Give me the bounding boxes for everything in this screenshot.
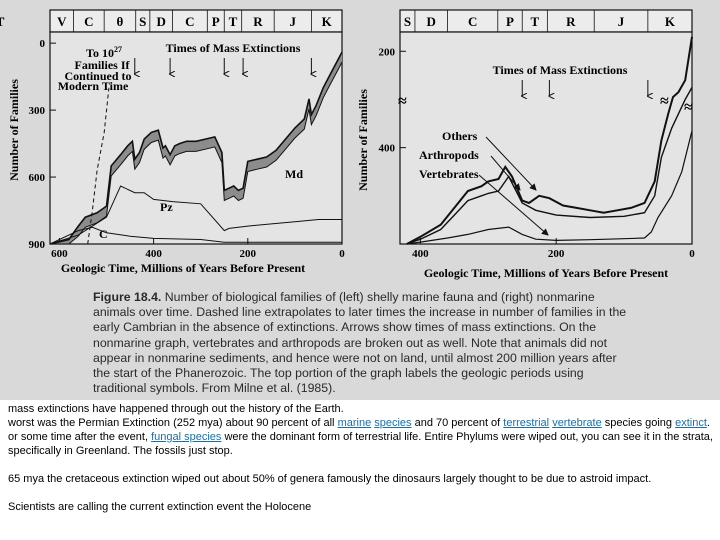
right-y-tick-label: 400 — [379, 143, 396, 155]
notes-block: mass extinctions have happened through o… — [8, 402, 716, 514]
note-text: and 70 percent of — [411, 417, 504, 429]
left-period-bar — [49, 9, 343, 33]
right-pointer-vertebrates — [478, 174, 549, 236]
left-y-axis-label: Number of Families — [7, 79, 21, 181]
right-period-label: K — [665, 14, 676, 29]
left-x-tick-label: 400 — [145, 248, 162, 260]
left-annotation-line2: Families If — [75, 58, 131, 72]
right-x-tick-label: 0 — [689, 248, 695, 260]
left-y-tick-label: 300 — [29, 105, 46, 117]
left-band-label-c: C — [99, 227, 108, 241]
left-period-label: P — [212, 14, 220, 29]
left-series-extrapolation — [87, 87, 110, 245]
right-plot-frame — [399, 31, 693, 245]
right-pointer-others — [485, 136, 537, 191]
right-period-label: R — [566, 14, 576, 29]
note-text: or some time after the event, — [8, 431, 152, 443]
left-mass-extinctions-title: Times of Mass Extinctions — [166, 41, 301, 55]
link-terrestrial[interactable]: terrestrial — [503, 417, 550, 429]
left-x-tick-label: 200 — [240, 248, 257, 260]
right-series-break-mark-1: ≈ — [660, 93, 669, 110]
left-series-paleozoic — [49, 185, 342, 245]
caption-figure-label: Figure 18.4. — [93, 290, 162, 304]
note-line-4: 65 mya the cretaceous extinction wiped o… — [8, 473, 652, 485]
right-y-axis-label: Number of Families — [356, 89, 370, 191]
right-mass-extinctions-title: Times of Mass Extinctions — [493, 63, 628, 77]
note-text: were the dominant form of terrestrial li… — [8, 431, 713, 457]
note-text: species going — [601, 417, 676, 429]
right-label-others: Others — [442, 129, 478, 143]
note-text: worst was the Permian Extinction (252 my… — [8, 417, 338, 429]
right-series-others — [406, 36, 693, 245]
right-x-axis-label: Geologic Time, Millions of Years Before … — [424, 266, 668, 280]
link-fungal-species[interactable]: fungal species — [151, 431, 222, 443]
left-period-label: J — [290, 14, 297, 29]
right-series-break-mark-2: ≈ — [684, 99, 693, 116]
right-period-label: C — [468, 14, 477, 29]
left-period-label: R — [253, 14, 263, 29]
left-y-tick-label: 900 — [29, 239, 46, 251]
left-period-label: T — [0, 14, 5, 29]
link-vertebrate[interactable]: vertebrate — [552, 417, 602, 429]
left-series-total — [49, 51, 343, 245]
right-period-label: D — [427, 14, 436, 29]
left-series-total-lower — [50, 61, 343, 245]
note-line-1: mass extinctions have happened through o… — [8, 403, 344, 415]
note-text: . — [706, 417, 710, 429]
left-modern-fauna-band — [50, 52, 342, 244]
link-marine[interactable]: marine — [337, 417, 372, 429]
right-period-label: T — [530, 14, 539, 29]
caption-text: Number of biological families of (left) … — [93, 290, 627, 396]
right-label-vertebrates: Vertebrates — [419, 167, 479, 181]
right-label-arthropods: Arthropods — [419, 148, 479, 162]
link-species[interactable]: species — [374, 417, 412, 429]
left-period-label: θ — [117, 14, 124, 29]
right-period-label: J — [618, 14, 625, 29]
left-x-tick-label: 0 — [339, 248, 345, 260]
link-extinct[interactable]: extinct — [675, 417, 707, 429]
left-x-tick-label: 600 — [51, 248, 68, 260]
note-line-5: Scientists are calling the current extin… — [8, 501, 312, 513]
right-y-tick-label: 200 — [379, 46, 396, 58]
note-line-2: worst was the Permian Extinction (252 my… — [8, 416, 716, 430]
note-line-3: or some time after the event, fungal spe… — [8, 430, 716, 458]
right-x-tick-label: 200 — [548, 248, 565, 260]
left-period-label: D — [156, 14, 165, 29]
left-series-cambrian — [49, 226, 342, 245]
left-band-label-md: Md — [285, 167, 303, 181]
left-annotation-line4: Modern Time — [58, 79, 129, 93]
figure-caption: Figure 18.4. Number of biological famili… — [93, 290, 633, 396]
right-period-label: P — [506, 14, 514, 29]
left-band-label-pz: Pz — [160, 200, 173, 214]
left-period-label: C — [84, 14, 93, 29]
left-x-axis-label: Geologic Time, Millions of Years Before … — [61, 261, 305, 275]
left-period-label: T — [229, 14, 238, 29]
right-period-label: S — [404, 14, 411, 29]
left-y-tick-label: 600 — [29, 172, 46, 184]
left-period-label: C — [185, 14, 194, 29]
left-period-label: V — [57, 14, 67, 29]
left-annotation-line1: To 1027 — [86, 45, 122, 60]
left-period-label: K — [322, 14, 333, 29]
left-y-tick-label: 0 — [40, 38, 46, 50]
right-axis-break-mark: ≈ — [398, 93, 407, 110]
right-x-tick-label: 400 — [412, 248, 429, 260]
right-series-arthropods — [406, 87, 693, 245]
right-pointer-arthropods — [490, 155, 521, 191]
left-period-label: S — [139, 14, 146, 29]
right-series-vertebrates — [406, 130, 693, 245]
left-annotation-line3: Continued to — [64, 69, 131, 83]
right-period-label: T — [0, 14, 5, 29]
